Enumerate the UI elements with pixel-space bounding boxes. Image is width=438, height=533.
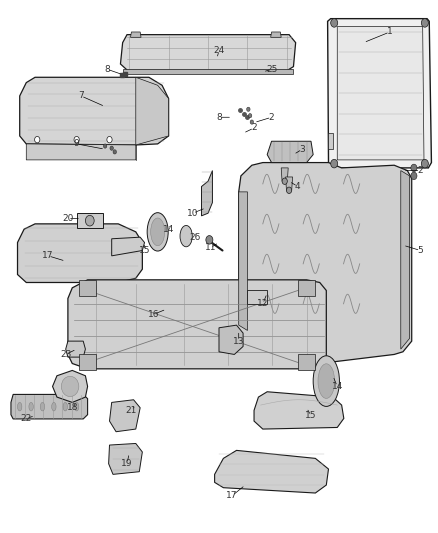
Text: 15: 15 xyxy=(139,246,150,255)
Ellipse shape xyxy=(40,402,45,411)
Circle shape xyxy=(286,187,292,193)
Polygon shape xyxy=(68,280,326,369)
Polygon shape xyxy=(11,394,88,419)
Ellipse shape xyxy=(63,402,67,411)
Circle shape xyxy=(331,159,338,168)
Circle shape xyxy=(247,107,250,111)
Polygon shape xyxy=(254,392,344,429)
Polygon shape xyxy=(123,69,293,74)
Text: 10: 10 xyxy=(187,209,198,217)
Text: 24: 24 xyxy=(213,46,225,55)
Ellipse shape xyxy=(151,218,165,246)
Ellipse shape xyxy=(318,364,335,399)
Circle shape xyxy=(248,114,252,118)
Polygon shape xyxy=(298,354,315,370)
Text: 11: 11 xyxy=(205,244,216,252)
Text: 17: 17 xyxy=(42,252,54,260)
Text: 2: 2 xyxy=(269,113,274,122)
Circle shape xyxy=(206,236,213,244)
Polygon shape xyxy=(20,77,169,145)
Circle shape xyxy=(113,150,117,154)
Polygon shape xyxy=(66,341,85,357)
Polygon shape xyxy=(281,168,288,181)
Circle shape xyxy=(74,136,79,143)
Text: 21: 21 xyxy=(126,406,137,415)
Polygon shape xyxy=(219,325,243,354)
Ellipse shape xyxy=(180,225,192,247)
Text: 20: 20 xyxy=(62,214,74,223)
Text: 2: 2 xyxy=(251,124,257,132)
Ellipse shape xyxy=(18,402,22,411)
Polygon shape xyxy=(26,144,136,160)
Ellipse shape xyxy=(313,356,339,406)
Text: 14: 14 xyxy=(163,225,174,233)
Ellipse shape xyxy=(29,402,33,411)
Polygon shape xyxy=(247,290,267,304)
Ellipse shape xyxy=(61,376,79,397)
Text: 9: 9 xyxy=(74,140,80,148)
Circle shape xyxy=(107,136,112,143)
Text: 3: 3 xyxy=(299,145,305,154)
Polygon shape xyxy=(286,177,293,190)
Polygon shape xyxy=(298,280,315,296)
Polygon shape xyxy=(77,213,103,228)
Polygon shape xyxy=(79,280,96,296)
Polygon shape xyxy=(53,370,88,402)
Circle shape xyxy=(110,146,113,150)
Polygon shape xyxy=(18,224,142,282)
Text: 2: 2 xyxy=(418,166,423,175)
Text: 14: 14 xyxy=(332,382,343,391)
Circle shape xyxy=(250,120,254,124)
Polygon shape xyxy=(79,354,96,370)
Ellipse shape xyxy=(74,402,79,411)
Circle shape xyxy=(421,19,428,27)
Circle shape xyxy=(421,159,428,168)
Ellipse shape xyxy=(147,213,168,251)
Polygon shape xyxy=(136,77,169,145)
Polygon shape xyxy=(328,19,431,168)
Ellipse shape xyxy=(52,402,56,411)
Circle shape xyxy=(282,178,287,184)
Text: 8: 8 xyxy=(104,65,110,74)
Polygon shape xyxy=(112,237,145,256)
Text: 19: 19 xyxy=(121,459,133,468)
Circle shape xyxy=(411,164,417,172)
Circle shape xyxy=(331,19,338,27)
Polygon shape xyxy=(271,32,281,37)
Polygon shape xyxy=(328,133,333,149)
Circle shape xyxy=(85,215,94,226)
Polygon shape xyxy=(401,171,410,349)
Circle shape xyxy=(35,136,40,143)
Polygon shape xyxy=(110,400,140,432)
Polygon shape xyxy=(239,163,412,362)
Polygon shape xyxy=(267,141,313,163)
Polygon shape xyxy=(239,192,247,330)
Text: 8: 8 xyxy=(216,113,222,122)
Text: 1: 1 xyxy=(387,28,393,36)
Text: 16: 16 xyxy=(148,310,159,319)
Text: 15: 15 xyxy=(305,411,317,420)
Text: 25: 25 xyxy=(266,65,277,74)
Polygon shape xyxy=(337,27,424,160)
Text: 5: 5 xyxy=(417,246,424,255)
Text: 23: 23 xyxy=(60,350,71,359)
Text: 4: 4 xyxy=(295,182,300,191)
Circle shape xyxy=(411,172,417,180)
Text: 17: 17 xyxy=(226,491,238,500)
Polygon shape xyxy=(120,35,296,72)
Text: 7: 7 xyxy=(78,92,84,100)
Text: 26: 26 xyxy=(189,233,201,241)
Circle shape xyxy=(103,144,107,148)
Text: 12: 12 xyxy=(257,300,268,308)
Polygon shape xyxy=(109,443,142,474)
Text: 22: 22 xyxy=(21,414,32,423)
Polygon shape xyxy=(215,450,328,493)
Polygon shape xyxy=(201,171,212,216)
Text: 13: 13 xyxy=(233,337,244,345)
Polygon shape xyxy=(131,32,141,37)
Text: 18: 18 xyxy=(67,403,78,412)
